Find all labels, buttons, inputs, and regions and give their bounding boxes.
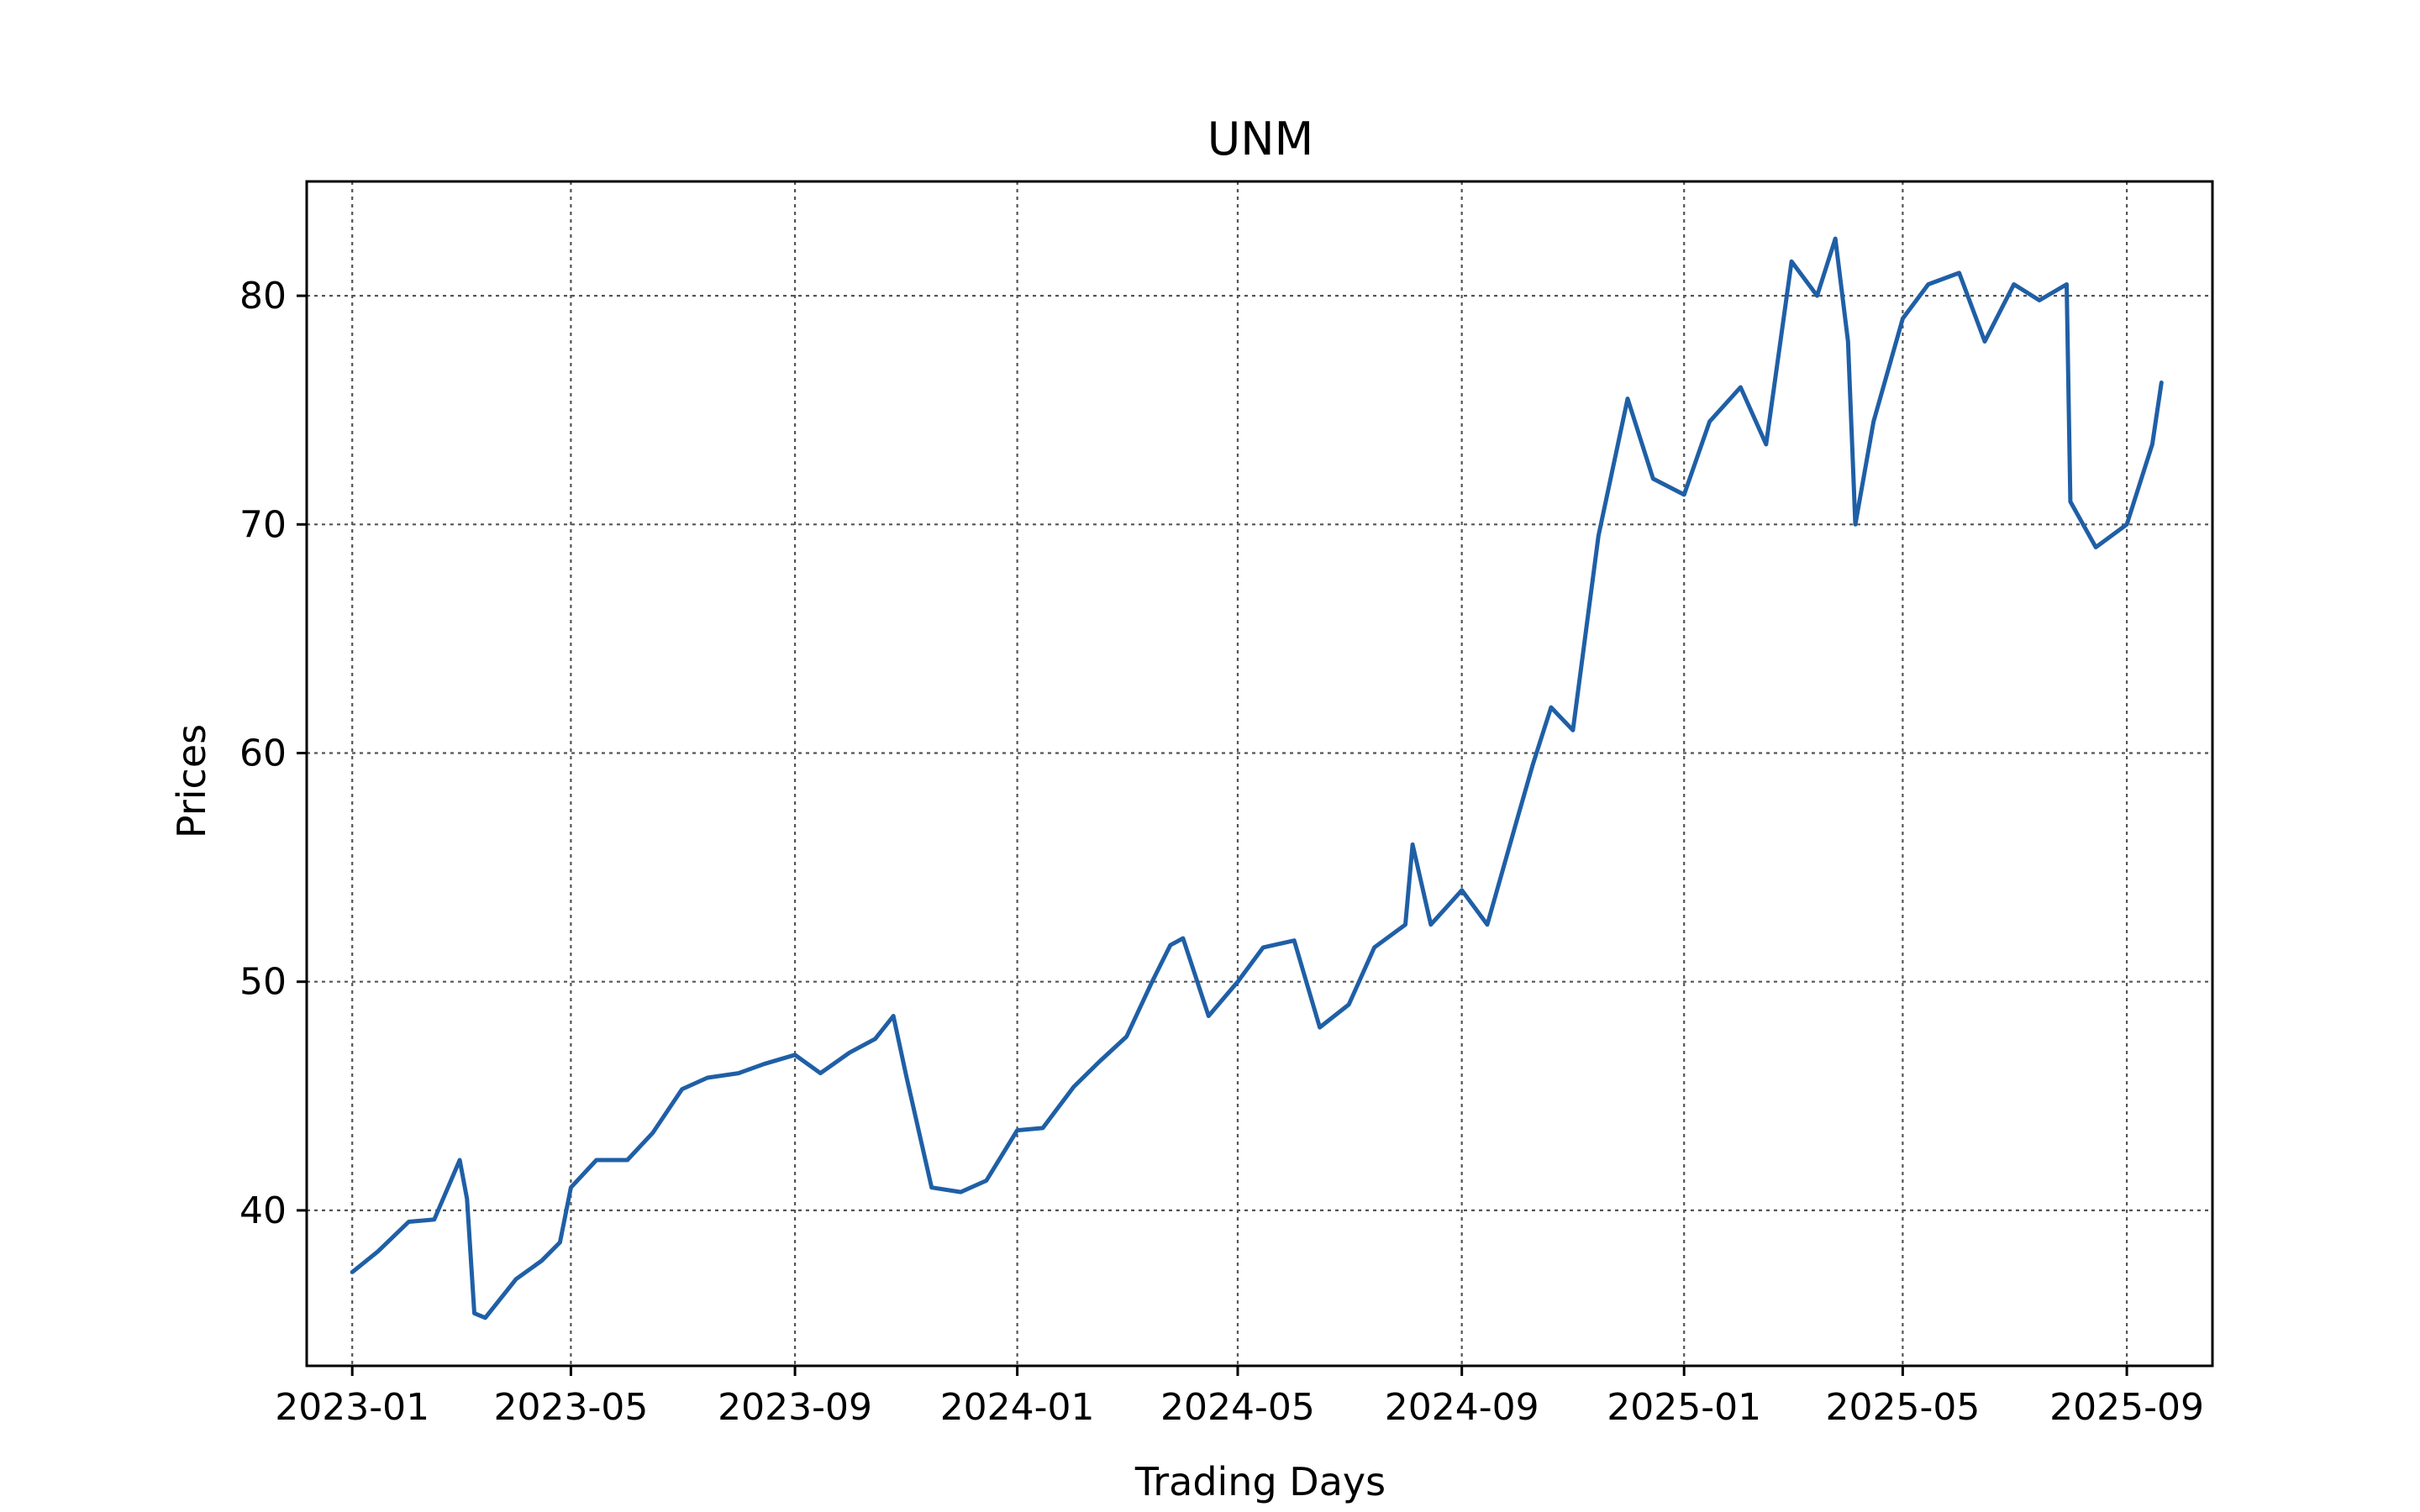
y-tick-label: 70 — [239, 503, 287, 546]
x-tick-label: 2023-05 — [493, 1386, 648, 1429]
y-tick-label: 80 — [239, 275, 287, 318]
y-tick-label: 60 — [239, 732, 287, 775]
x-tick-label: 2024-01 — [940, 1386, 1095, 1429]
price-series-line — [350, 236, 2164, 1320]
x-tick-label: 2023-01 — [275, 1386, 429, 1429]
y-axis-label: Prices — [169, 724, 214, 838]
plot-frame — [305, 180, 2214, 1368]
y-tick-label: 50 — [239, 961, 287, 1004]
grid-lines — [307, 181, 2212, 1366]
x-tick-label: 2024-09 — [1385, 1386, 1539, 1429]
y-tick-label: 40 — [239, 1189, 287, 1232]
x-axis-label: Trading Days — [1134, 1459, 1386, 1504]
x-tick-label: 2025-01 — [1607, 1386, 1761, 1429]
x-tick-label: 2025-09 — [2049, 1386, 2204, 1429]
x-tick-label: 2024-05 — [1160, 1386, 1315, 1429]
x-tick-label: 2025-05 — [1825, 1386, 1980, 1429]
series-layer — [350, 236, 2164, 1320]
chart-title: UNM — [1207, 113, 1314, 165]
x-tick-label: 2023-09 — [718, 1386, 872, 1429]
axis-ticks: 2023-01 2023-05 2023-09 2024-01 2024-05 2024-… — [239, 275, 2204, 1429]
